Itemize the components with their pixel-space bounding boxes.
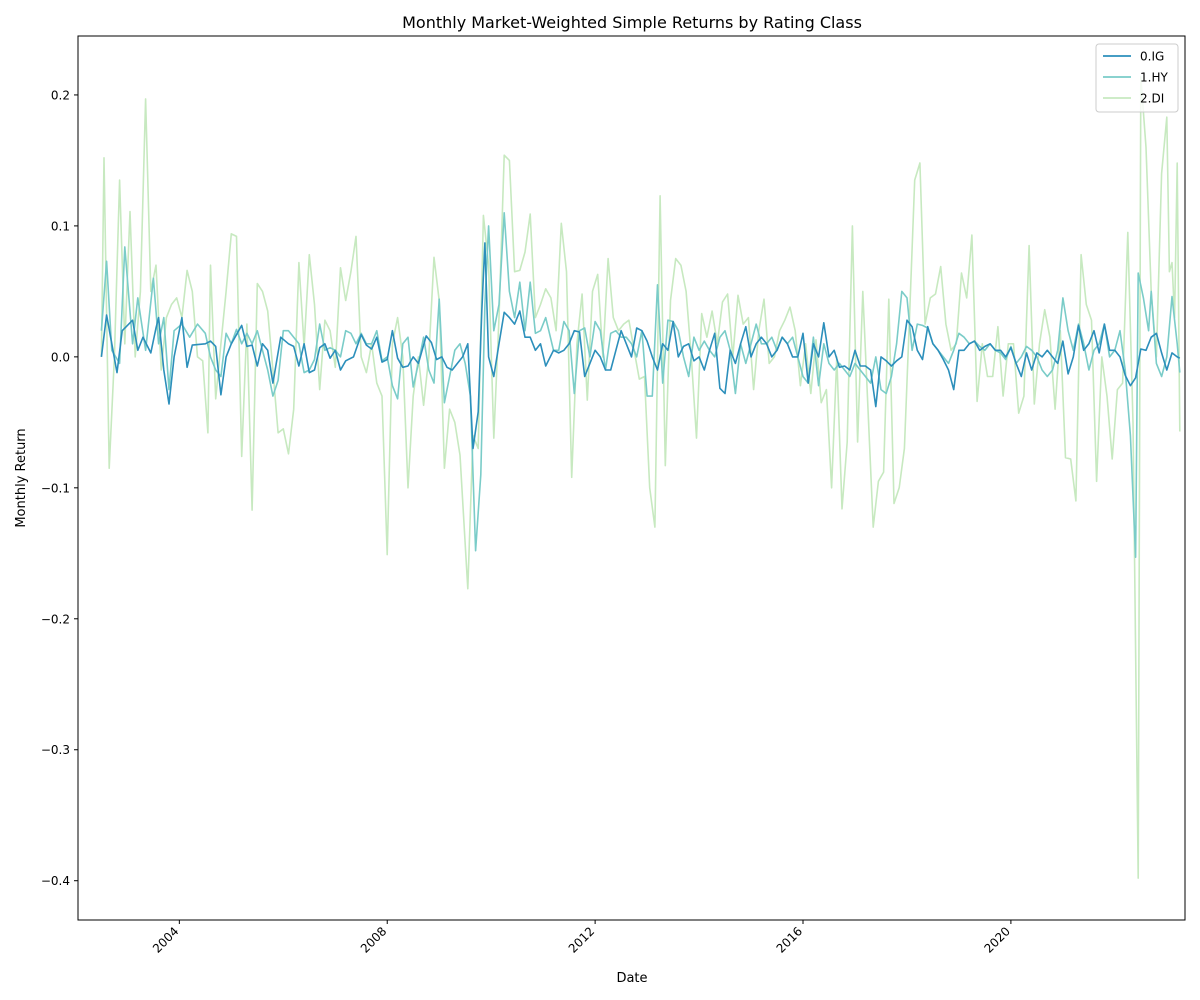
x-tick-label: 2012 <box>566 924 597 955</box>
y-tick-label: −0.2 <box>41 612 70 626</box>
y-tick-label: 0.1 <box>51 219 70 233</box>
y-axis-label: Monthly Return <box>14 428 29 527</box>
series-line-2 <box>100 75 1181 879</box>
series-line-0 <box>100 242 1181 450</box>
y-tick-label: −0.1 <box>41 481 70 495</box>
x-axis-label: Date <box>616 971 647 986</box>
y-axis: 0.2 0.1 0.0 −0.1 −0.2 −0.3 −0.4 <box>41 88 78 888</box>
y-tick-label: 0.2 <box>51 88 70 102</box>
legend-label: 1.HY <box>1140 71 1168 85</box>
y-tick-label: −0.4 <box>41 874 70 888</box>
chart-title: Monthly Market-Weighted Simple Returns b… <box>402 13 862 32</box>
x-axis: 2004 2008 2012 2016 2020 <box>150 920 1013 956</box>
series-line-1 <box>100 212 1181 558</box>
plot-frame <box>77 35 1186 921</box>
y-tick-label: −0.3 <box>41 743 70 757</box>
legend-box <box>1095 43 1179 113</box>
legend-label: 0.IG <box>1140 50 1164 64</box>
legend-label: 2.DI <box>1140 92 1164 106</box>
x-tick-label: 2008 <box>358 924 389 955</box>
x-tick-label: 2016 <box>774 924 805 955</box>
x-tick-label: 2020 <box>982 924 1013 955</box>
series-lines <box>100 75 1181 879</box>
x-tick-label: 2004 <box>150 924 181 955</box>
legend: 0.IG 1.HY 2.DI <box>1095 43 1179 113</box>
y-tick-label: 0.0 <box>51 350 70 364</box>
